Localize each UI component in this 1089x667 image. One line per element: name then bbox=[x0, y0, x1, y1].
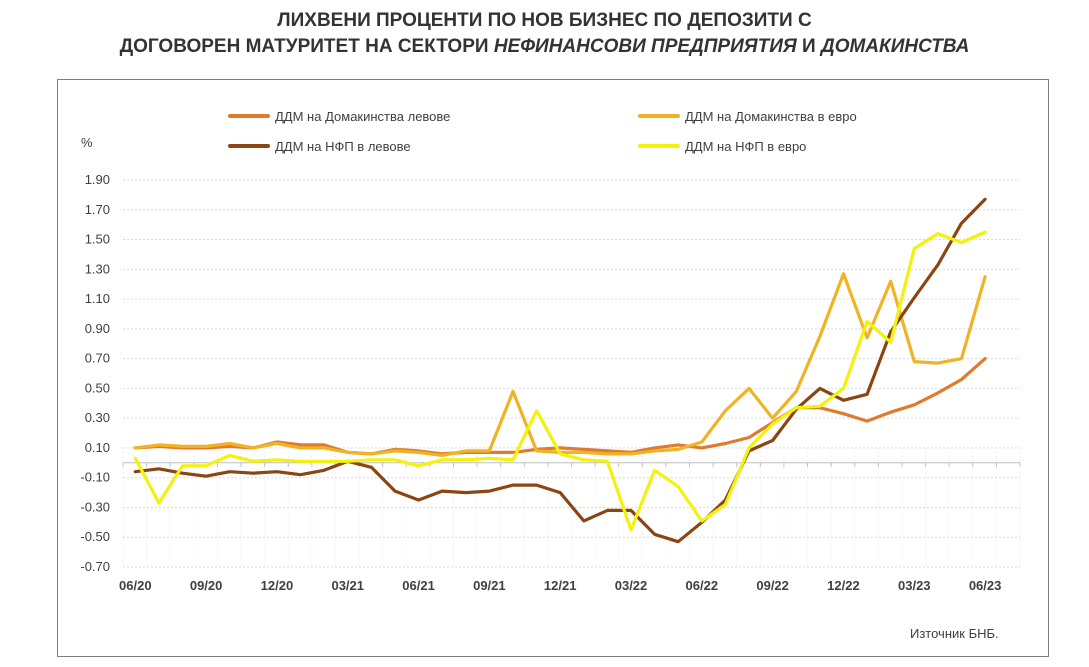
chart-title-line-1: ЛИХВЕНИ ПРОЦЕНТИ ПО НОВ БИЗНЕС ПО ДЕПОЗИ… bbox=[277, 10, 812, 31]
x-tick-label: 09/20 bbox=[190, 578, 223, 593]
y-tick-label: 0.50 bbox=[85, 380, 110, 395]
legend-label: ДДМ на Домакинства в евро bbox=[685, 109, 857, 124]
y-tick-label: -0.70 bbox=[80, 559, 110, 574]
x-tick-label: 12/20 bbox=[261, 578, 294, 593]
y-tick-label: -0.10 bbox=[80, 470, 110, 485]
x-tick-label: 12/21 bbox=[544, 578, 577, 593]
y-tick-label: 1.90 bbox=[85, 172, 110, 187]
chart-title-line-2: ДОГОВОРЕН МАТУРИТЕТ НА СЕКТОРИ НЕФИНАНСО… bbox=[0, 34, 1089, 60]
y-tick-label: 1.70 bbox=[85, 202, 110, 217]
series-line bbox=[133, 197, 987, 544]
legend-label: ДДМ на НФП в левове bbox=[275, 139, 411, 154]
x-tick-label: 03/22 bbox=[615, 578, 648, 593]
y-tick-label: 1.10 bbox=[85, 291, 110, 306]
series-line bbox=[133, 357, 987, 456]
y-tick-label: 0.10 bbox=[85, 440, 110, 455]
x-tick-label: 12/22 bbox=[827, 578, 860, 593]
y-tick-label: 1.50 bbox=[85, 232, 110, 247]
y-tick-label: -0.50 bbox=[80, 529, 110, 544]
title-text-2: И bbox=[796, 36, 821, 57]
chart-frame bbox=[57, 79, 1049, 657]
x-tick-label: 06/20 bbox=[119, 578, 152, 593]
x-tick-label: 06/22 bbox=[686, 578, 719, 593]
title-text-1: ДОГОВОРЕН МАТУРИТЕТ НА СЕКТОРИ bbox=[119, 36, 494, 57]
legend-label: ДДМ на Домакинства левове bbox=[275, 109, 450, 124]
y-tick-label: -0.30 bbox=[80, 499, 110, 514]
title-italic-1: НЕФИНАНСОВИ ПРЕДПРИЯТИЯ bbox=[493, 36, 797, 57]
x-tick-label: 03/23 bbox=[898, 578, 931, 593]
x-tick-label: 09/21 bbox=[473, 578, 506, 593]
x-tick-label: 06/23 bbox=[969, 578, 1002, 593]
y-tick-label: 0.90 bbox=[85, 321, 110, 336]
y-tick-label: 1.30 bbox=[85, 261, 110, 276]
x-tick-label: 06/21 bbox=[402, 578, 435, 593]
chart-title: ЛИХВЕНИ ПРОЦЕНТИ ПО НОВ БИЗНЕС ПО ДЕПОЗИ… bbox=[0, 8, 1089, 60]
y-axis-unit-label: % bbox=[81, 135, 93, 150]
source-note: Източник БНБ. bbox=[910, 626, 999, 641]
x-tick-label: 03/21 bbox=[331, 578, 364, 593]
x-tick-label: 09/22 bbox=[756, 578, 789, 593]
y-tick-label: 0.30 bbox=[85, 410, 110, 425]
title-italic-2: ДОМАКИНСТВА bbox=[820, 36, 970, 57]
series-line bbox=[133, 230, 987, 532]
legend-label: ДДМ на НФП в евро bbox=[685, 139, 806, 154]
y-tick-label: 0.70 bbox=[85, 351, 110, 366]
series-line bbox=[133, 272, 987, 457]
